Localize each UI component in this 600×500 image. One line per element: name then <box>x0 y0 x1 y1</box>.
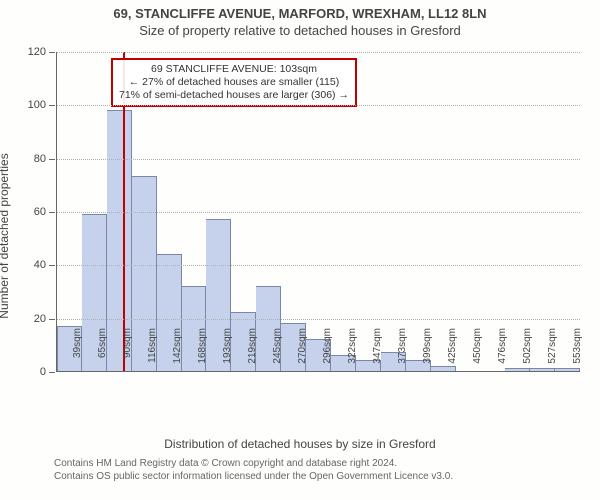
y-axis-label: Number of detached properties <box>0 153 11 318</box>
y-tick <box>49 319 55 320</box>
y-tick-label: 0 <box>22 366 46 378</box>
x-tick-label: 65sqm <box>97 328 108 378</box>
y-tick <box>49 159 55 160</box>
x-tick-label: 553sqm <box>572 328 583 378</box>
gridline <box>57 212 580 213</box>
x-tick-label: 373sqm <box>397 328 408 378</box>
x-tick-label: 527sqm <box>547 328 558 378</box>
annotation-line-1: 69 STANCLIFFE AVENUE: 103sqm <box>119 63 349 76</box>
y-tick-label: 60 <box>22 206 46 218</box>
x-tick-label: 450sqm <box>472 328 483 378</box>
y-tick-label: 120 <box>22 46 46 58</box>
footer-line-2: Contains OS public sector information li… <box>54 470 590 483</box>
x-tick-label: 425sqm <box>447 328 458 378</box>
x-tick-label: 219sqm <box>247 328 258 378</box>
x-tick-label: 39sqm <box>72 328 83 378</box>
annotation-box: 69 STANCLIFFE AVENUE: 103sqm ← 27% of de… <box>111 58 357 107</box>
x-tick-label: 270sqm <box>297 328 308 378</box>
page-title: 69, STANCLIFFE AVENUE, MARFORD, WREXHAM,… <box>0 6 600 21</box>
annotation-line-3: 71% of semi-detached houses are larger (… <box>119 89 349 102</box>
x-tick-label: 168sqm <box>197 328 208 378</box>
x-axis-label: Distribution of detached houses by size … <box>0 437 600 451</box>
y-tick <box>49 372 55 373</box>
annotation-line-2: ← 27% of detached houses are smaller (11… <box>119 76 349 89</box>
x-tick-label: 296sqm <box>322 328 333 378</box>
x-tick-label: 245sqm <box>272 328 283 378</box>
y-tick-label: 80 <box>22 153 46 165</box>
y-tick <box>49 265 55 266</box>
x-tick-label: 116sqm <box>147 328 158 378</box>
x-tick-label: 347sqm <box>372 328 383 378</box>
y-tick <box>49 105 55 106</box>
y-tick-label: 100 <box>22 99 46 111</box>
y-tick-label: 40 <box>22 259 46 271</box>
footer-line-1: Contains HM Land Registry data © Crown c… <box>54 457 590 470</box>
gridline <box>57 265 580 266</box>
plot-area: 69 STANCLIFFE AVENUE: 103sqm ← 27% of de… <box>56 52 580 372</box>
gridline <box>57 159 580 160</box>
gridline <box>57 52 580 53</box>
chart-area: Number of detached properties 69 STANCLI… <box>0 38 600 433</box>
page-subtitle: Size of property relative to detached ho… <box>0 23 600 38</box>
y-tick <box>49 52 55 53</box>
x-tick-label: 193sqm <box>222 328 233 378</box>
y-tick <box>49 212 55 213</box>
y-tick-label: 20 <box>22 313 46 325</box>
x-tick-label: 322sqm <box>347 328 358 378</box>
x-tick-label: 142sqm <box>172 328 183 378</box>
footer: Contains HM Land Registry data © Crown c… <box>0 451 600 483</box>
x-tick-label: 502sqm <box>522 328 533 378</box>
x-tick-label: 90sqm <box>122 328 133 378</box>
gridline <box>57 319 580 320</box>
x-tick-label: 399sqm <box>422 328 433 378</box>
gridline <box>57 105 580 106</box>
x-tick-label: 476sqm <box>497 328 508 378</box>
